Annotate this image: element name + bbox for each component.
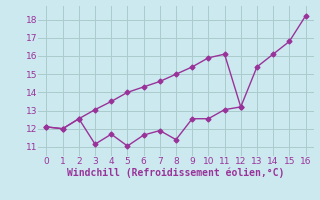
X-axis label: Windchill (Refroidissement éolien,°C): Windchill (Refroidissement éolien,°C) [67, 168, 285, 178]
